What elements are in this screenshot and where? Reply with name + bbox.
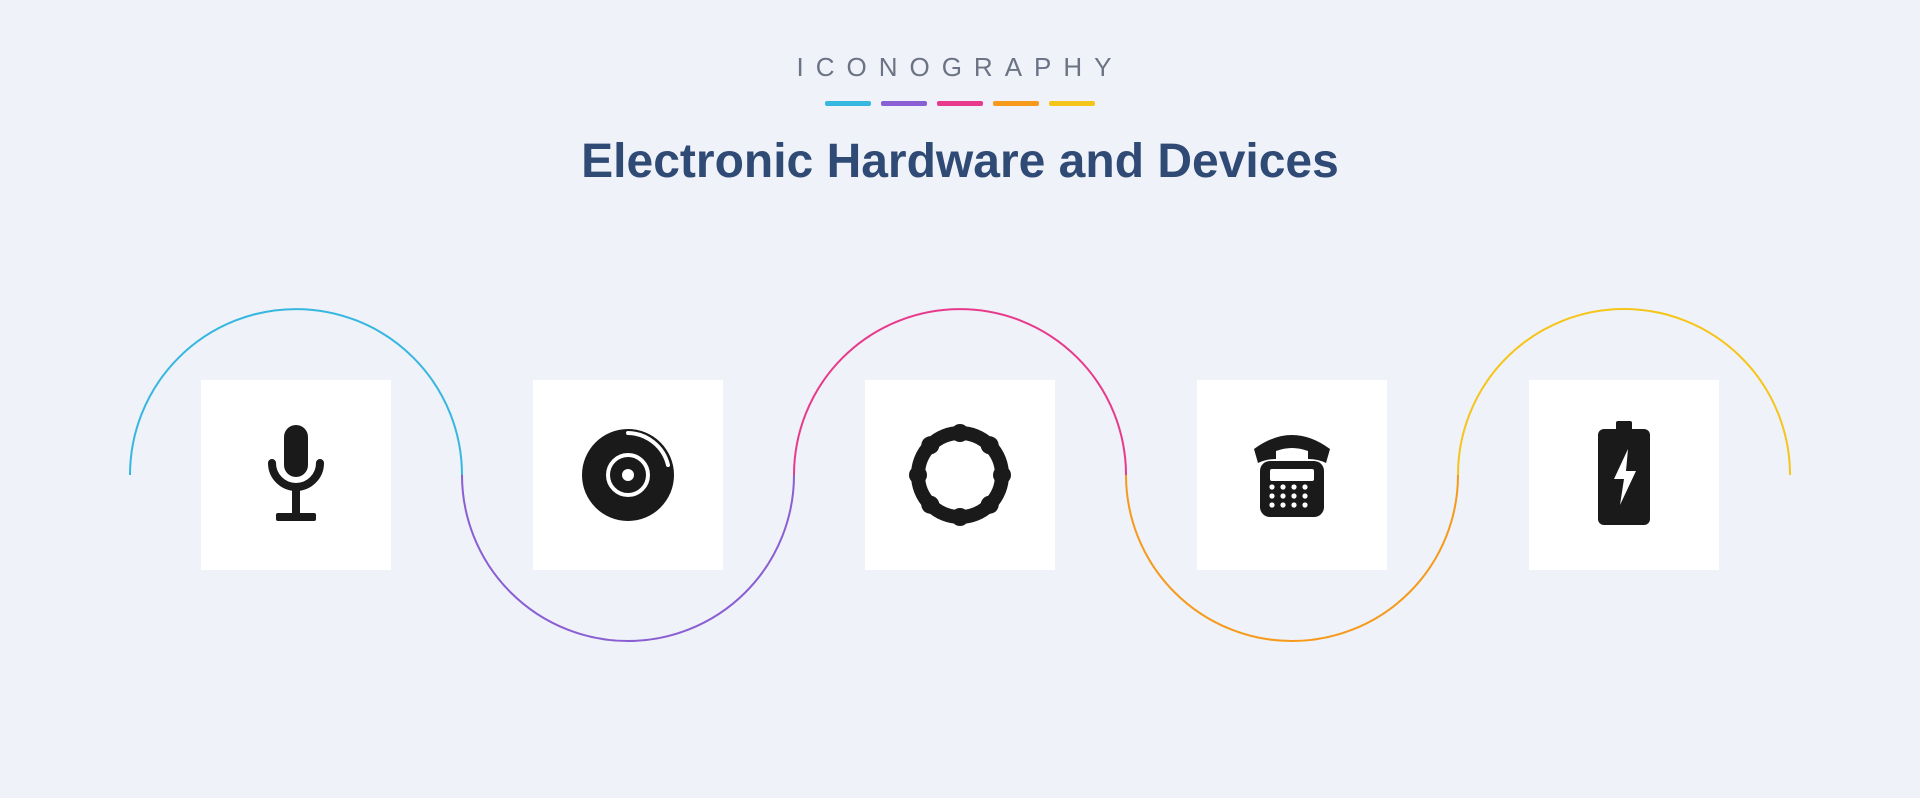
icon-card-microphone: [201, 380, 391, 570]
telephone-icon: [1242, 425, 1342, 525]
pack-title: Electronic Hardware and Devices: [0, 134, 1920, 189]
divider-seg-4: [993, 101, 1039, 106]
disc-icon: [578, 425, 678, 525]
divider: [0, 101, 1920, 106]
divider-seg-2: [881, 101, 927, 106]
icon-card-telephone: [1197, 380, 1387, 570]
microphone-icon: [256, 423, 336, 527]
header: ICONOGRAPHY Electronic Hardware and Devi…: [0, 52, 1920, 189]
card-row: [0, 380, 1920, 570]
brand-text: ICONOGRAPHY: [0, 52, 1920, 83]
icon-card-tambourine: [865, 380, 1055, 570]
divider-seg-1: [825, 101, 871, 106]
tambourine-icon: [908, 423, 1012, 527]
icon-card-battery: [1529, 380, 1719, 570]
icon-card-disc: [533, 380, 723, 570]
divider-seg-3: [937, 101, 983, 106]
battery-icon: [1592, 421, 1656, 529]
canvas: ICONOGRAPHY Electronic Hardware and Devi…: [0, 0, 1920, 798]
divider-seg-5: [1049, 101, 1095, 106]
